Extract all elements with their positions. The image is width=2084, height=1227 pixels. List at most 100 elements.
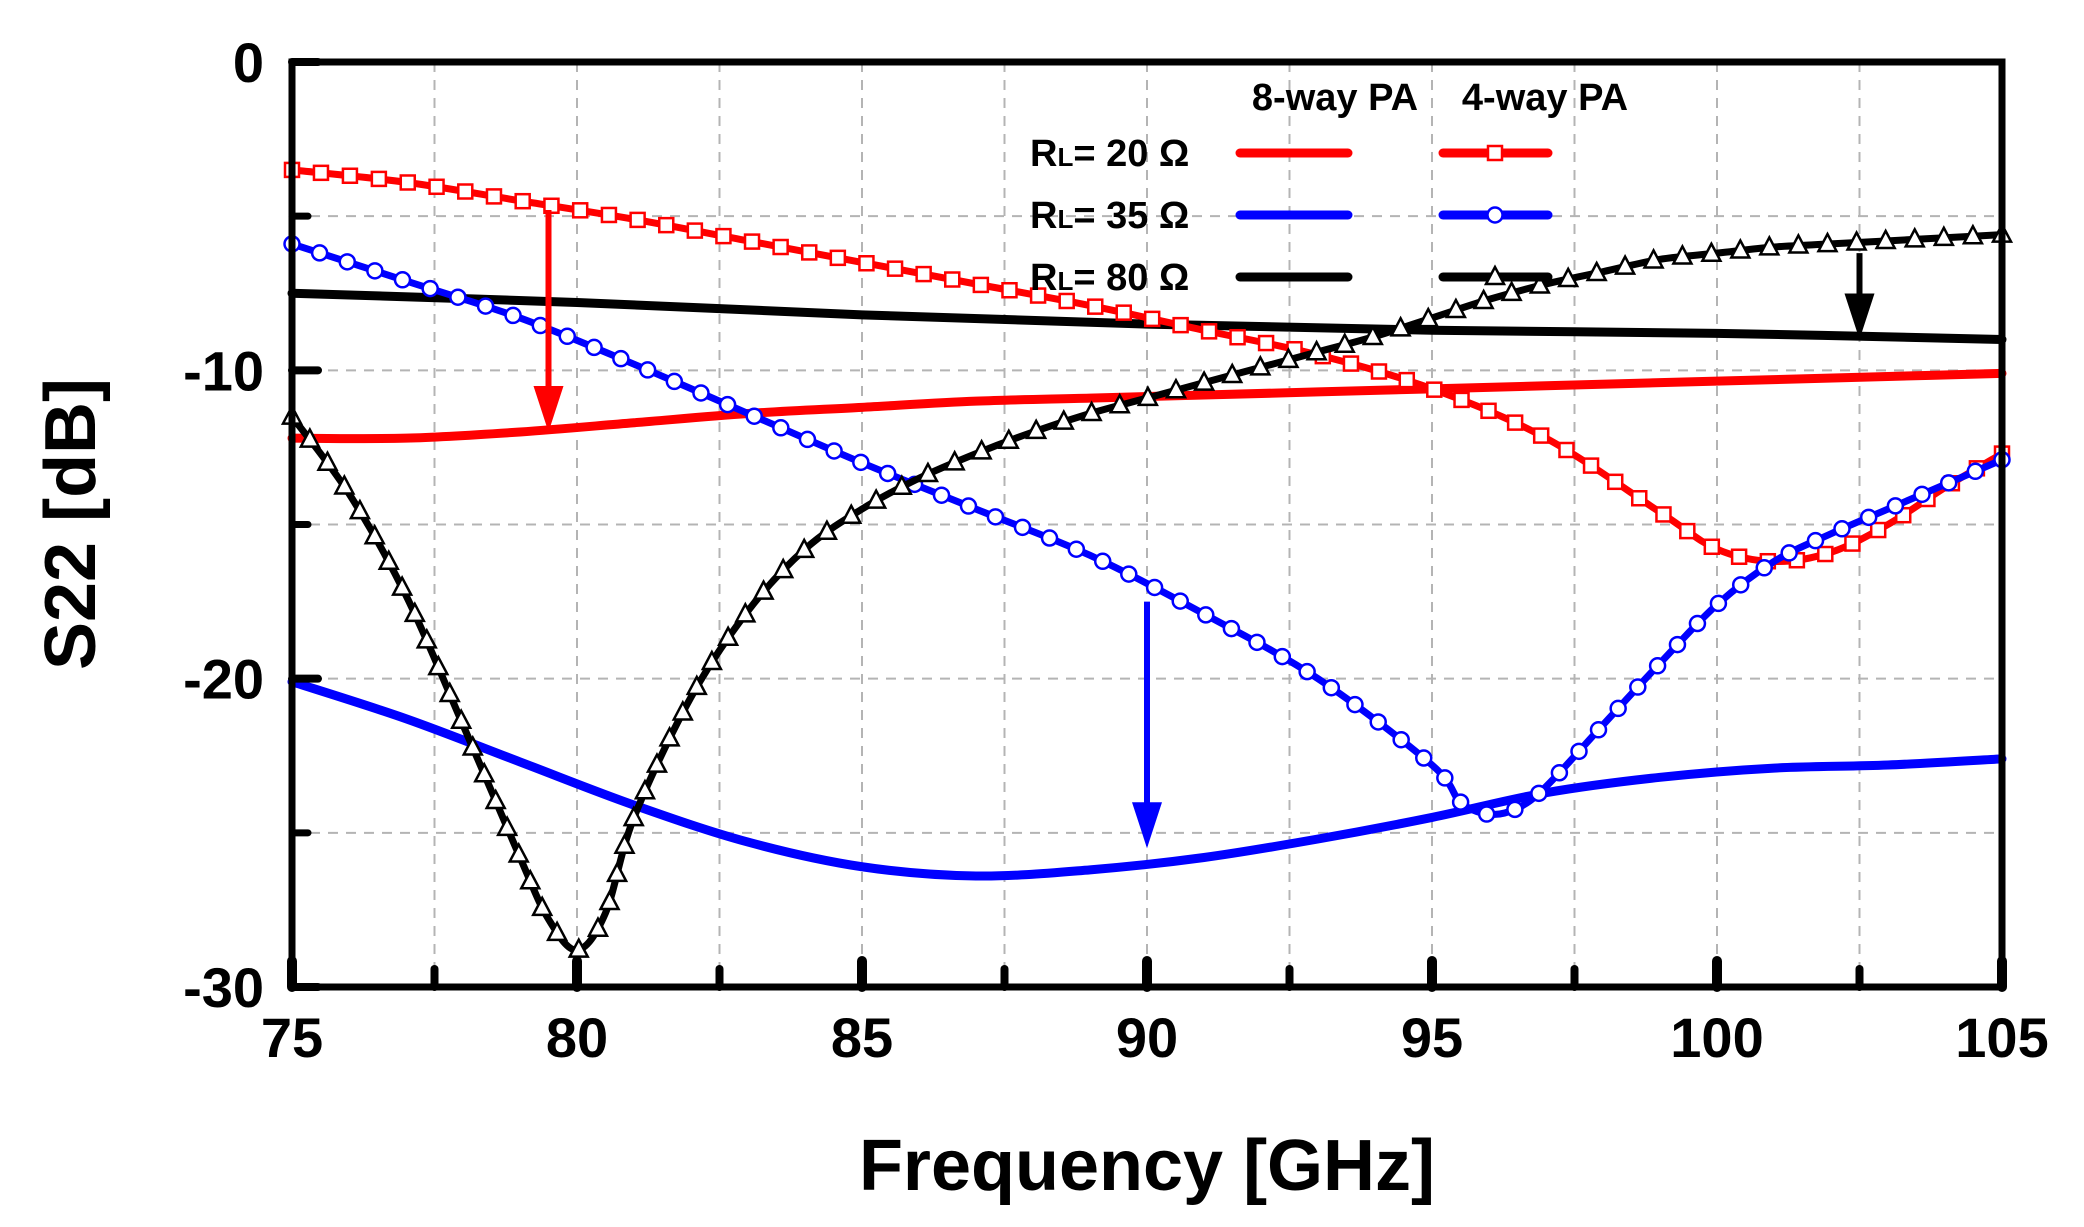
x-tick-labels: 75 80 85 90 95 100 105 [261,1006,2049,1069]
data-point [1816,231,1839,253]
legend-label: RL= 20 Ω [1030,133,1189,175]
y-tick-label: 0 [233,31,264,94]
arrow-annotation [533,210,564,432]
data-point [1614,253,1637,275]
data-point [878,464,897,483]
data-point [600,206,618,224]
data-point [1528,272,1551,294]
data-point [1869,521,1887,539]
data-point [886,260,904,277]
axis-ticks [287,58,2007,992]
series-line [287,677,2007,881]
data-point [1229,328,1246,346]
data-point [1222,619,1241,638]
data-point [391,574,414,596]
data-point [1874,228,1897,250]
x-tick-label: 90 [1116,1006,1178,1069]
data-point [692,384,710,402]
data-point [496,815,519,837]
data-point [1648,657,1667,675]
data-point [1067,540,1086,558]
arrow-head [1132,802,1162,849]
data-point [1688,614,1707,633]
data-point [1486,206,1504,224]
data-point [449,288,467,306]
legend-label: RL= 80 Ω [1030,257,1189,299]
data-point [622,805,645,827]
series-4-way-pa-rl-20- [283,161,2011,570]
data-point [473,761,496,783]
data-point [815,519,839,541]
data-point [944,271,961,288]
data-point [1700,241,1723,262]
legend: 8-way PA 4-way PA RL= 20 Ω RL= 35 Ω RL= 80 Ω [1030,77,1628,299]
data-point [1143,310,1161,328]
y-axis-title: S22 [dB] [31,378,111,670]
data-point [485,188,503,205]
data-point [507,841,530,863]
data-point [1806,531,1825,550]
data-point [1221,362,1244,384]
data-point [1589,721,1608,739]
data-point [457,183,474,200]
data-point [1013,518,1032,537]
data-point [1480,402,1497,420]
data-point [1668,635,1687,654]
data-point [514,192,531,210]
data-point [438,681,461,703]
data-point [1500,280,1523,302]
data-point [1913,485,1931,504]
data-point [717,625,740,647]
data-point [1844,535,1861,552]
arrow-annotation [1132,601,1162,849]
arrow-head [1844,293,1875,340]
data-point [772,557,795,579]
data-point [450,708,473,729]
data-point [377,549,400,571]
data-point [1506,414,1524,431]
data-point [1570,742,1588,761]
data-point [613,833,636,854]
data-point [1257,334,1275,352]
data-point [461,734,484,756]
data-point [484,788,507,810]
data-point [1780,544,1798,562]
data-point [959,497,978,515]
data-point [586,916,610,937]
data-point [1729,237,1752,259]
data-point [399,174,417,191]
data-point [1758,234,1781,256]
data-point [986,508,1005,526]
data-point [1029,287,1047,304]
data-point [1755,559,1773,577]
x-axis-title: Frequency [GHz] [859,1126,1435,1206]
data-point [1845,229,1868,251]
data-point [1305,339,1328,361]
y-tick-label: -30 [183,956,264,1019]
data-point [1108,392,1131,414]
arrow-annotation [1844,253,1875,340]
data-point [1961,223,1984,245]
data-point [865,487,888,509]
data-point [715,227,732,245]
data-point [612,349,630,368]
data-point [1273,647,1292,666]
data-point [1582,457,1600,474]
x-tick-label: 95 [1401,1006,1463,1069]
data-point [606,861,629,883]
data-point [1415,749,1433,767]
data-point [1679,522,1696,540]
data-point [1298,662,1316,681]
y-tick-labels: 0 -10 -20 -30 [183,31,264,1019]
arrow-head [533,386,564,432]
data-point [1342,355,1360,372]
data-point [972,276,990,294]
data-point [1369,713,1387,731]
data-point [1001,281,1018,299]
data-point [531,895,554,917]
data-point [546,920,569,942]
data-point [658,725,681,747]
data-point [1193,369,1216,391]
data-point [700,649,723,671]
data-point [1444,297,1467,319]
